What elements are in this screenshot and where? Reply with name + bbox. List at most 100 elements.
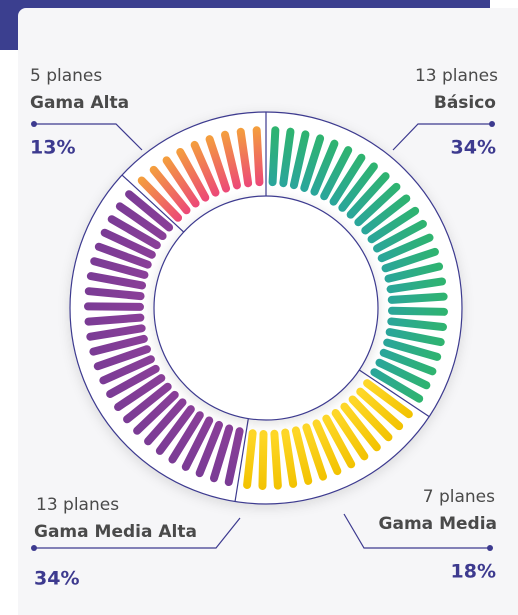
tick (84, 287, 145, 301)
tick (387, 306, 448, 316)
category-label: Gama Alta (30, 93, 129, 113)
tick (310, 139, 339, 196)
tick (137, 176, 183, 222)
tick (361, 194, 411, 235)
tick (243, 429, 257, 489)
tick (322, 414, 356, 469)
tick (363, 379, 413, 419)
tick (373, 219, 427, 253)
tick (123, 382, 172, 424)
tick (100, 228, 156, 259)
category-label: Gama Media (379, 514, 497, 534)
tick (168, 411, 204, 464)
segment (137, 126, 264, 222)
tick (236, 127, 253, 188)
tick (220, 130, 241, 190)
plan-label: 13 planes (415, 66, 498, 86)
tick (302, 423, 328, 481)
tick (300, 134, 325, 192)
tick (329, 153, 366, 206)
label-group: 13 planes Gama Media Alta 34% (31, 495, 241, 590)
tick (144, 398, 187, 446)
tick (291, 426, 313, 485)
segment (268, 126, 448, 403)
tick (268, 126, 280, 187)
tick (162, 156, 200, 208)
leader-line (34, 123, 143, 151)
tick (375, 358, 431, 390)
tick (354, 182, 401, 227)
plan-label: 5 planes (30, 66, 102, 86)
category-label: Básico (434, 93, 496, 113)
leader-line (343, 513, 490, 549)
tick (387, 317, 447, 332)
tick (86, 272, 147, 290)
tick (86, 324, 146, 341)
segment-divider (358, 369, 430, 418)
label-group: 13 planes Básico 34% (392, 66, 498, 159)
tick (84, 313, 145, 326)
tick (346, 172, 390, 219)
tick (89, 334, 148, 356)
tick (190, 140, 220, 197)
category-label: Gama Media Alta (34, 522, 197, 542)
tick (94, 242, 152, 269)
tick (367, 206, 420, 244)
segment (243, 379, 413, 490)
tick (99, 355, 155, 385)
tick (386, 277, 447, 294)
tick (155, 405, 195, 455)
value-label: 34% (34, 568, 79, 590)
value-label: 18% (451, 561, 496, 583)
tick (320, 146, 353, 201)
tick (149, 165, 191, 215)
value-label: 34% (451, 137, 496, 159)
tick (377, 233, 434, 263)
tick (331, 409, 369, 461)
tick (340, 402, 381, 452)
tick (84, 302, 145, 311)
tick (348, 395, 393, 442)
tick (115, 202, 167, 241)
tick (258, 429, 268, 490)
donut (84, 112, 448, 502)
tick (93, 345, 151, 371)
plan-label: 13 planes (36, 495, 119, 515)
tick (205, 135, 231, 193)
tick (181, 416, 214, 471)
tick (133, 390, 179, 435)
label-group: 5 planes Gama Alta 13% (30, 66, 143, 159)
tick (252, 126, 264, 187)
label-group: 7 planes Gama Media 18% (343, 487, 497, 583)
segment-divider (234, 418, 249, 502)
tick (384, 262, 444, 283)
segment (84, 190, 244, 487)
tick (370, 368, 424, 403)
tick (195, 420, 224, 478)
plan-label: 7 planes (423, 487, 495, 507)
tick (385, 328, 445, 347)
value-label: 13% (30, 137, 75, 159)
tick (381, 247, 439, 273)
tick (379, 348, 437, 376)
tick (338, 162, 378, 212)
tick (224, 427, 244, 487)
tick (114, 374, 166, 412)
inner-ring (153, 195, 379, 421)
leader-line (392, 123, 492, 151)
tick (106, 364, 160, 399)
tick (125, 190, 174, 232)
tick (312, 419, 342, 476)
tick (90, 257, 149, 279)
tick (383, 338, 442, 361)
tick (176, 148, 210, 202)
tick (387, 292, 448, 304)
tick (209, 424, 234, 483)
segment-divider (121, 174, 185, 233)
leader-line (34, 517, 241, 549)
tick (356, 387, 404, 431)
tick (107, 215, 161, 250)
tick (279, 127, 295, 188)
tick (289, 130, 310, 190)
